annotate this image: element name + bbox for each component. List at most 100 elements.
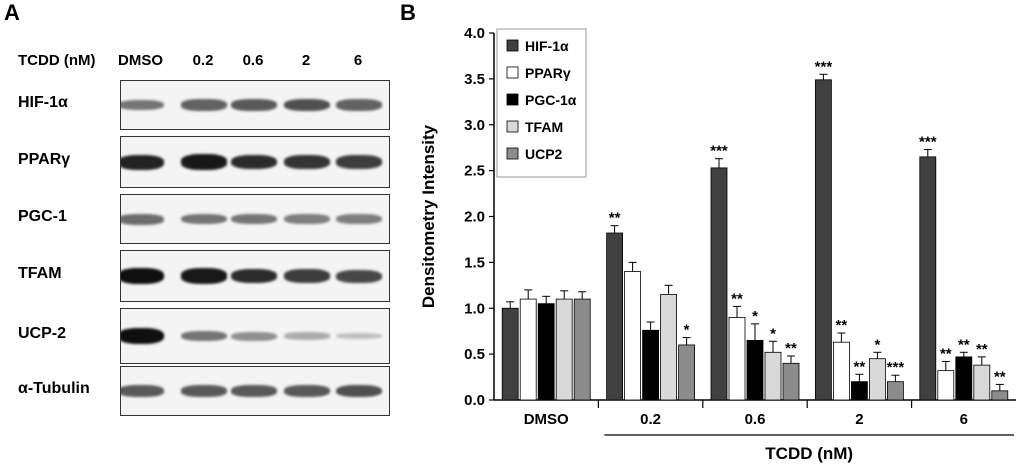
bar (555, 298, 573, 401)
blot-band (121, 99, 164, 111)
bar (537, 303, 555, 401)
blot-band (336, 155, 382, 169)
x-tick-label: DMSO (524, 411, 569, 428)
blot-band (181, 99, 227, 111)
significance-label: *** (887, 359, 905, 376)
blot-band (231, 385, 277, 397)
blot-band (121, 154, 164, 170)
y-axis-title: Densitometry Intensity (419, 124, 438, 308)
bar (919, 156, 937, 401)
y-tick-label: 3.5 (464, 71, 485, 88)
bar (746, 339, 764, 401)
lane-header: 0.6 (242, 52, 264, 69)
significance-label: *** (919, 134, 937, 151)
significance-label: ** (731, 290, 743, 307)
bar (624, 271, 641, 401)
blot-strip (120, 80, 390, 130)
blot-band (231, 213, 277, 225)
bar (869, 358, 886, 401)
bar (833, 341, 850, 401)
significance-label: * (874, 336, 880, 353)
legend-label: PGC-1α (525, 92, 577, 108)
legend-swatch (506, 93, 519, 106)
y-tick-label: 3.0 (464, 117, 485, 134)
y-tick-label: 1.0 (464, 300, 485, 317)
blot-band (336, 214, 382, 224)
y-tick-label: 4.0 (464, 25, 485, 42)
significance-label: * (770, 325, 776, 342)
lane-header: 2 (301, 52, 311, 69)
legend-swatch (506, 39, 519, 52)
significance-label: ** (994, 368, 1006, 385)
bar (937, 370, 955, 401)
bar (955, 356, 973, 401)
blot-strip (120, 366, 390, 416)
bar (519, 298, 537, 401)
blot-band (181, 213, 227, 225)
bar (764, 351, 782, 401)
bar (991, 390, 1009, 401)
y-tick-label: 0.0 (464, 392, 485, 409)
blot-band (231, 154, 277, 170)
x-axis-title: TCDD (nM) (765, 444, 853, 463)
y-tick-label: 1.5 (464, 254, 485, 271)
significance-label: ** (854, 358, 866, 375)
blot-strip (120, 308, 390, 364)
significance-label: ** (976, 341, 988, 358)
blot-label: PPARγ (18, 151, 71, 168)
blot-label: UCP-2 (18, 325, 67, 342)
blot-band (284, 269, 330, 283)
legend-label: UCP2 (525, 146, 563, 162)
x-tick-label: 2 (855, 411, 863, 428)
x-tick-label: 0.2 (640, 411, 661, 428)
significance-label: ** (836, 317, 848, 334)
blot-label: HIF-1α (18, 94, 68, 111)
bar (710, 167, 728, 401)
blot-band (284, 385, 330, 397)
blot-band (336, 332, 382, 340)
significance-label: ** (785, 340, 797, 357)
blot-band (336, 384, 382, 398)
blot-band (336, 269, 382, 283)
significance-label: *** (815, 58, 833, 75)
significance-label: * (752, 308, 758, 325)
blot-band (181, 154, 227, 170)
blot-band (284, 98, 330, 112)
blot-band (284, 155, 330, 169)
blot-band (181, 268, 227, 284)
blot-band (231, 268, 277, 284)
bar (678, 344, 695, 401)
blot-label: TFAM (18, 265, 62, 282)
x-tick-label: 0.6 (745, 411, 766, 428)
blot-band (121, 385, 164, 397)
blot-strip (120, 136, 390, 188)
bar (728, 317, 746, 401)
bar (851, 381, 868, 401)
blot-band (284, 332, 330, 340)
bar (660, 294, 677, 401)
legend-swatch (506, 66, 519, 79)
blot-band (284, 214, 330, 224)
bar (573, 298, 591, 401)
lane-header: DMSO (118, 52, 163, 69)
legend-swatch (506, 147, 519, 160)
significance-label: * (684, 322, 690, 339)
bar (782, 362, 800, 401)
legend-label: HIF-1α (525, 38, 569, 54)
blot-band (121, 328, 164, 344)
blot-band (231, 331, 277, 341)
panel-b-letter: B (400, 0, 416, 25)
y-tick-label: 2.5 (464, 163, 485, 180)
blot-label: PGC-1 (18, 208, 67, 225)
blot-label: α-Tubulin (18, 380, 90, 397)
significance-label: ** (940, 345, 952, 362)
legend-swatch (506, 120, 519, 133)
bar (973, 364, 991, 401)
bar (606, 232, 623, 401)
blot-band (181, 330, 227, 342)
legend-label: PPARγ (525, 65, 571, 81)
legend-label: TFAM (525, 119, 563, 135)
panel-a-letter: A (4, 0, 20, 25)
lane-header: 0.2 (192, 52, 214, 69)
